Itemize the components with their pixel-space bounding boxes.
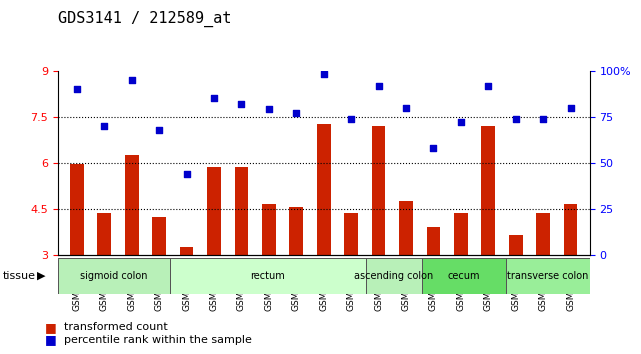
Bar xyxy=(290,207,303,255)
Point xyxy=(346,116,356,121)
Bar xyxy=(207,167,221,255)
Text: transformed count: transformed count xyxy=(64,322,168,332)
Bar xyxy=(70,164,84,255)
Bar xyxy=(537,213,550,255)
Bar xyxy=(509,235,522,255)
Bar xyxy=(153,217,166,255)
Point xyxy=(401,105,411,110)
Point xyxy=(291,110,301,116)
Point xyxy=(319,72,329,77)
Bar xyxy=(97,213,111,255)
FancyBboxPatch shape xyxy=(58,258,170,294)
Point xyxy=(483,83,494,88)
Point xyxy=(538,116,548,121)
Bar xyxy=(235,167,248,255)
Bar xyxy=(262,204,276,255)
Text: GDS3141 / 212589_at: GDS3141 / 212589_at xyxy=(58,11,231,27)
Point xyxy=(99,123,110,129)
FancyBboxPatch shape xyxy=(506,258,590,294)
Point xyxy=(181,171,192,177)
Point xyxy=(263,107,274,112)
Bar xyxy=(344,213,358,255)
Text: transverse colon: transverse colon xyxy=(507,271,588,281)
FancyBboxPatch shape xyxy=(422,258,506,294)
Point xyxy=(72,86,82,92)
Text: rectum: rectum xyxy=(251,271,285,281)
Bar xyxy=(372,126,385,255)
Text: ■: ■ xyxy=(45,321,56,334)
Point xyxy=(237,101,247,107)
Point xyxy=(428,145,438,151)
Point xyxy=(209,96,219,101)
Point xyxy=(510,116,520,121)
Bar xyxy=(454,213,468,255)
Bar xyxy=(481,126,495,255)
FancyBboxPatch shape xyxy=(366,258,422,294)
Text: ■: ■ xyxy=(45,333,56,346)
Point xyxy=(456,120,466,125)
Bar xyxy=(426,227,440,255)
Point xyxy=(127,77,137,83)
Point xyxy=(154,127,164,132)
Bar xyxy=(179,247,194,255)
Text: ascending colon: ascending colon xyxy=(354,271,433,281)
Point xyxy=(565,105,576,110)
FancyBboxPatch shape xyxy=(170,258,366,294)
Bar xyxy=(125,155,138,255)
Bar xyxy=(563,204,578,255)
Bar xyxy=(317,125,331,255)
Bar xyxy=(399,201,413,255)
Text: tissue: tissue xyxy=(3,271,36,281)
Text: sigmoid colon: sigmoid colon xyxy=(80,271,147,281)
Point xyxy=(374,83,384,88)
Text: ▶: ▶ xyxy=(37,271,46,281)
Text: percentile rank within the sample: percentile rank within the sample xyxy=(64,335,252,345)
Text: cecum: cecum xyxy=(447,271,480,281)
